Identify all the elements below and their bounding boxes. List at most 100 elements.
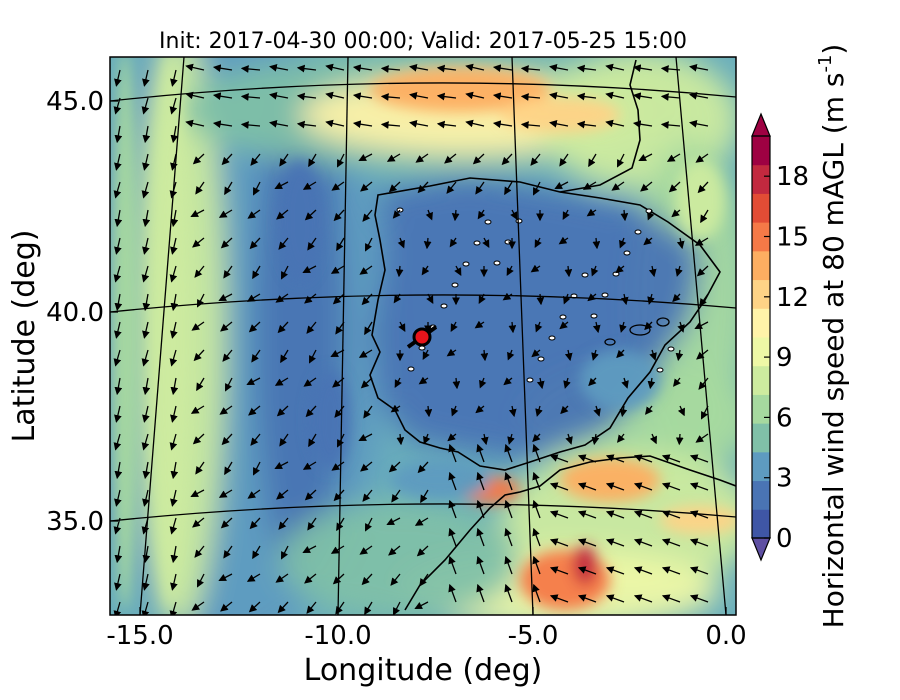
wind-arrow-210 [450,321,458,332]
wind-arrow-342 [448,471,457,491]
wind-arrow-292 [279,433,289,447]
wind-arrow-201 [191,321,205,331]
wind-arrow-84 [617,153,625,168]
wind-arrow-434 [549,594,569,603]
wind-arrow-323 [532,443,541,463]
wind-arrow-358 [278,517,289,530]
wind-arrow-8 [325,63,345,72]
wind-arrow-224 [222,349,233,362]
wind-arrow-428 [393,601,401,615]
wind-arrow-257 [536,377,545,390]
wind-arrow-94 [274,181,289,189]
wind-arrow-337 [304,489,317,501]
wind-arrow-277 [475,405,485,414]
wind-arrow-406 [390,573,401,586]
wind-arrow-439 [689,594,709,603]
wind-arrow-289 [192,433,205,445]
wind-arrow-123 [477,209,486,220]
wind-arrow-332 [170,489,178,507]
wind-arrow-421 [191,601,205,611]
wind-arrow-113 [190,209,205,217]
wind-arrow-65 [689,119,709,128]
wind-arrow-271 [305,405,317,418]
wind-arrow-370 [605,510,625,519]
wind-arrow-347 [577,482,597,491]
wind-arrow-232 [446,348,457,357]
wind-arrow-135 [192,237,205,248]
wind-arrow-174 [675,265,683,277]
inland-feature-20 [656,367,664,373]
wind-arrow-336 [276,489,289,500]
colorbar-segment-1 [752,480,770,510]
wind-arrow-207 [364,321,373,336]
wind-arrow-407 [419,573,429,587]
colorbar-segment-12 [752,164,770,194]
wind-arrow-27 [240,93,261,101]
wind-arrow-303 [591,433,600,446]
wind-arrow-380 [281,545,289,560]
wind-arrow-397 [142,573,150,591]
wind-arrow-310 [170,461,179,480]
wind-arrow-345 [532,471,541,491]
wind-arrow-297 [423,433,431,445]
wind-arrow-79 [472,153,485,165]
wind-arrow-400 [218,573,233,581]
wind-arrow-147 [534,237,542,248]
wind-arrow-381 [302,545,317,553]
wind-arrow-47 [185,119,205,128]
wind-arrow-391 [577,538,597,547]
wind-arrow-11 [409,63,429,72]
wind-arrow-41 [632,92,653,101]
wind-arrow-282 [619,405,628,418]
wind-arrow-383 [359,545,373,555]
plot-area [110,57,736,615]
wind-arrow-396 [114,573,122,591]
wind-arrow-222 [169,349,178,367]
wind-arrow-411 [532,555,541,575]
wind-arrow-92 [224,181,233,196]
y-tick-label: 40.0 [46,298,104,328]
wind-arrow-251 [360,377,373,389]
wind-arrow-198 [114,321,122,339]
wind-arrow-252 [394,377,402,388]
wind-arrow-275 [424,405,433,418]
wind-arrow-143 [423,237,432,250]
colorbar-label-text: Horizontal wind speed at 80 mAGL (m s [817,73,850,629]
wind-arrow-267 [190,405,205,414]
wind-arrow-374 [114,545,123,564]
wind-arrow-112 [170,209,179,228]
wind-arrow-243 [142,377,151,396]
wind-arrow-304 [616,433,625,443]
x-tick-label: 0.0 [705,621,746,651]
wind-arrow-53 [352,120,373,129]
wind-arrow-436 [605,594,625,603]
wind-arrow-119 [362,209,373,222]
inland-feature-19 [559,314,567,320]
island-2 [604,338,616,346]
inland-feature-12 [440,303,448,309]
wind-arrow-34 [436,92,457,101]
wind-arrow-390 [549,538,569,547]
wind-arrow-73 [308,153,317,168]
wind-arrow-183 [304,293,317,304]
wind-arrow-307 [695,433,709,443]
wind-arrow-355 [192,517,205,528]
wind-arrow-168 [506,265,514,276]
wind-arrow-248 [274,377,289,386]
wind-arrow-67 [142,153,150,171]
wind-arrow-217 [644,321,653,331]
wind-arrow-71 [250,153,261,166]
wind-arrow-156 [169,265,178,283]
meridian-0 [675,57,727,615]
wind-arrow-5 [240,65,261,73]
wind-arrow-214 [559,321,569,330]
wind-arrow-247 [246,377,261,385]
wind-arrow-306 [675,433,684,446]
wind-arrow-349 [633,482,653,491]
colorbar-tick-label: 12 [776,283,809,313]
wind-arrow-298 [447,433,457,442]
wind-arrow-226 [280,349,289,364]
wind-arrow-182 [275,293,289,303]
colorbar-tick-label: 18 [776,162,809,192]
y-axis: 35.0 40.0 45.0 [46,87,118,537]
